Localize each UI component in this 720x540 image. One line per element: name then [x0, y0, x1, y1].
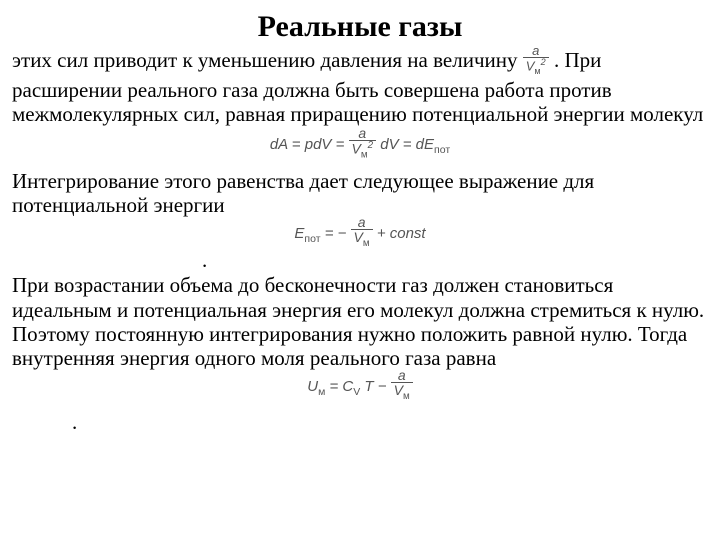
frac-num: a — [523, 44, 549, 58]
eq1-frac-den: Vм2 — [349, 141, 377, 160]
eq1-frac-den-sub: м — [361, 150, 368, 161]
frac-den: Vм2 — [523, 58, 549, 76]
eq3-mid1-sub: V — [353, 386, 360, 398]
eq1-rhs-sub: пот — [434, 144, 450, 156]
eq1-frac-den-sup: 2 — [368, 140, 373, 151]
p1-text-a: этих сил приводит к уменьшению давления … — [12, 48, 523, 72]
eq2-mid: = − — [325, 225, 351, 242]
eq3-lhs-sub: м — [318, 386, 325, 398]
equation-3: Uм = CV T − a Vм — [12, 370, 708, 404]
eq3-period: . — [72, 410, 77, 434]
eq2-frac-den: Vм — [351, 230, 373, 249]
page-title: Реальные газы — [12, 10, 708, 44]
eq3-mid1: = C — [329, 378, 353, 395]
eq3-frac-num: a — [391, 368, 413, 383]
frac-den-sub: м — [534, 66, 540, 76]
document-page: Реальные газы этих сил приводит к уменьш… — [0, 0, 720, 445]
eq2-lhs-sub: пот — [304, 233, 320, 245]
eq3-mid2: T − — [364, 378, 390, 395]
eq2-fraction: a Vм — [351, 215, 373, 249]
eq1-fraction: a Vм2 — [349, 126, 377, 160]
eq2-frac-den-var: V — [354, 229, 363, 245]
inline-fraction: a Vм2 — [523, 44, 549, 76]
eq3-fraction: a Vм — [391, 368, 413, 402]
eq1-rhs: dV = dE — [380, 136, 434, 153]
eq2-lhs-var: E — [294, 225, 304, 242]
equation-2: Eпот = − a Vм + const — [12, 217, 708, 251]
frac-den-sup: 2 — [541, 57, 546, 67]
eq1-frac-num: a — [349, 126, 377, 141]
eq2-frac-den-sub: м — [363, 238, 370, 249]
eq2-frac-num: a — [351, 215, 373, 230]
eq2-period: . — [202, 248, 708, 273]
paragraph-2: Интегрирование этого равенства дает след… — [12, 169, 708, 217]
eq1-lhs: dA = pdV = — [270, 136, 349, 153]
eq1-frac-den-var: V — [352, 141, 361, 157]
paragraph-3: При возрастании объема до бесконечности … — [12, 273, 708, 370]
eq3-frac-den-var: V — [394, 382, 403, 398]
eq3-frac-den-sub: м — [403, 391, 410, 402]
eq3-lhs-var: U — [307, 378, 318, 395]
paragraph-1: этих сил приводит к уменьшению давления … — [12, 46, 708, 126]
equation-1: dA = pdV = a Vм2 dV = dEпот — [12, 128, 708, 162]
eq3-frac-den: Vм — [391, 383, 413, 402]
eq2-tail: + const — [377, 225, 426, 242]
